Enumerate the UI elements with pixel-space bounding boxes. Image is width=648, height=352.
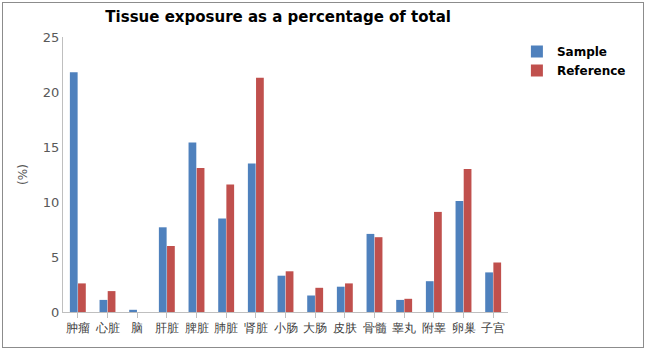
svg-text:肿瘤: 肿瘤 xyxy=(66,321,90,335)
svg-text:卵巢: 卵巢 xyxy=(452,321,476,335)
svg-text:脑: 脑 xyxy=(131,321,143,335)
svg-text:子宫: 子宫 xyxy=(481,321,505,335)
svg-text:肝脏: 肝脏 xyxy=(155,321,179,335)
svg-text:睾丸: 睾丸 xyxy=(392,321,416,335)
svg-text:10: 10 xyxy=(43,195,60,210)
svg-text:Sample: Sample xyxy=(557,45,607,59)
svg-text:Tissue exposure as a percentag: Tissue exposure as a percentage of total xyxy=(105,8,451,26)
svg-text:骨髓: 骨髓 xyxy=(363,321,387,335)
svg-text:脾脏: 脾脏 xyxy=(185,321,209,335)
svg-text:Reference: Reference xyxy=(557,64,626,78)
svg-text:附睾: 附睾 xyxy=(422,321,446,335)
svg-text:心脏: 心脏 xyxy=(95,321,120,335)
svg-text:肺脏: 肺脏 xyxy=(214,321,238,335)
svg-text:25: 25 xyxy=(43,30,60,45)
svg-text:大肠: 大肠 xyxy=(303,321,327,335)
svg-text:小肠: 小肠 xyxy=(274,321,298,335)
svg-text:(%): (%) xyxy=(16,164,30,185)
svg-text:15: 15 xyxy=(43,140,60,155)
svg-text:0: 0 xyxy=(51,305,59,320)
svg-text:皮肤: 皮肤 xyxy=(333,321,357,335)
svg-text:肾脏: 肾脏 xyxy=(244,321,268,335)
svg-text:20: 20 xyxy=(43,85,60,100)
svg-text:5: 5 xyxy=(51,250,59,265)
